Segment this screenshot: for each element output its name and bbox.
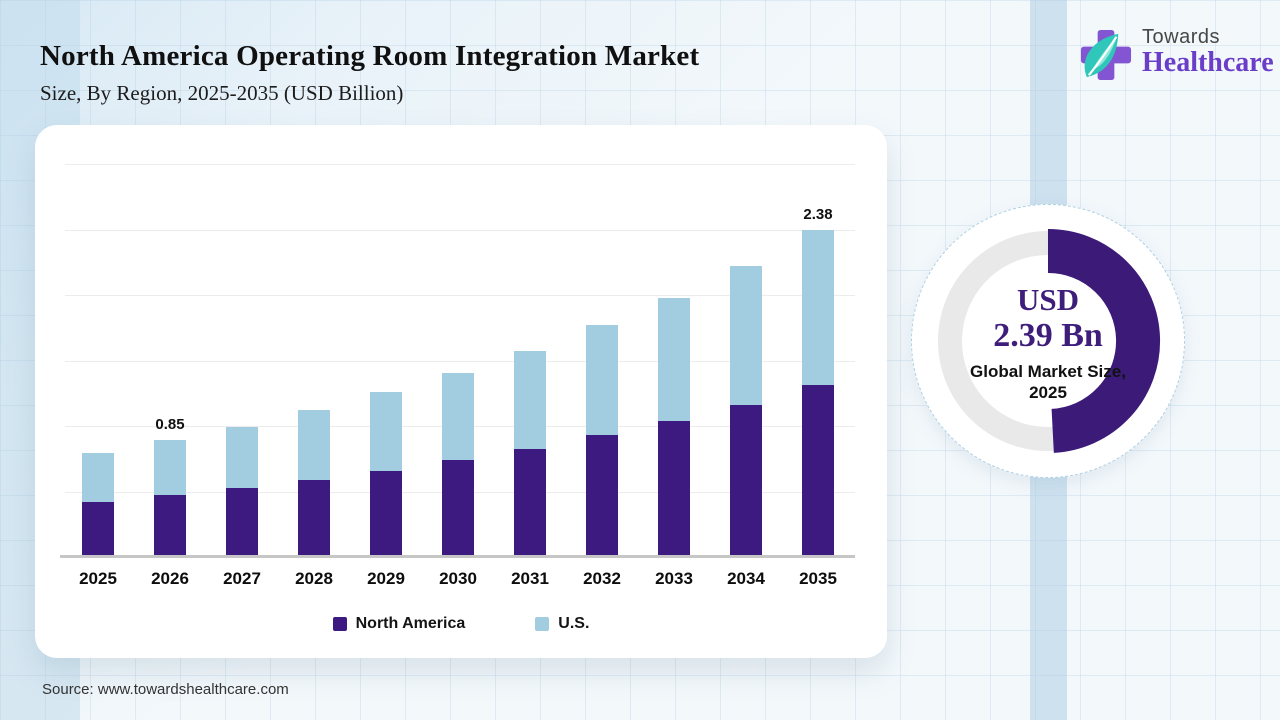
x-axis-label: 2034 bbox=[727, 569, 765, 588]
x-axis-label: 2031 bbox=[511, 569, 549, 588]
stacked-bar-2027 bbox=[226, 426, 258, 557]
stacked-bar-2025 bbox=[82, 452, 114, 557]
x-axis-line bbox=[60, 555, 855, 558]
stacked-bar-2031 bbox=[514, 351, 546, 557]
brand-logo: Towards Healthcare bbox=[1078, 27, 1274, 88]
bar-segment-north-america bbox=[226, 488, 258, 557]
donut-value-amount: 2.39 Bn bbox=[993, 317, 1103, 355]
chart-card: 0.85 2.38 2025 2026 2027 2028 2029 2030 2031 203… bbox=[35, 125, 887, 658]
bar-segment-us bbox=[298, 410, 330, 481]
legend-swatch-us bbox=[535, 617, 550, 631]
x-axis-label: 2025 bbox=[79, 569, 117, 588]
x-axis-label: 2027 bbox=[223, 569, 261, 588]
page-title: North America Operating Room Integration… bbox=[40, 40, 700, 72]
bar-segment-north-america bbox=[802, 385, 834, 557]
x-axis-labels: 2025 2026 2027 2028 2029 2030 2031 2032 2033 2034… bbox=[65, 569, 855, 593]
bar-segment-north-america bbox=[154, 495, 186, 557]
bar-segment-north-america bbox=[730, 404, 762, 557]
legend-item-us: U.S. bbox=[535, 615, 589, 633]
donut-text: USD 2.39 Bn Global Market Size, 2025 bbox=[908, 201, 1188, 481]
bar-segment-north-america bbox=[586, 434, 618, 557]
bar-segment-us bbox=[154, 440, 186, 496]
x-axis-label: 2029 bbox=[367, 569, 405, 588]
donut-caption: Global Market Size, bbox=[970, 362, 1126, 382]
bar-value-label: 2.38 bbox=[803, 206, 833, 224]
logo-towards: Towards bbox=[1142, 26, 1220, 48]
cross-leaf-icon bbox=[1078, 27, 1134, 88]
bar-segment-us bbox=[802, 230, 834, 386]
stacked-bar-2026 bbox=[154, 440, 186, 557]
bar-segment-us bbox=[658, 297, 690, 422]
stacked-bar-2034 bbox=[730, 266, 762, 557]
stacked-bar-2028 bbox=[298, 410, 330, 557]
bar-segment-us bbox=[586, 325, 618, 435]
bar-segment-north-america bbox=[514, 448, 546, 557]
header: North America Operating Room Integration… bbox=[40, 40, 699, 106]
y-gridline bbox=[65, 360, 855, 362]
x-axis-label: 2028 bbox=[295, 569, 333, 588]
chart-legend: North America U.S. bbox=[35, 615, 887, 633]
legend-swatch-north-america bbox=[332, 617, 347, 631]
stacked-bar-2033 bbox=[658, 297, 690, 557]
bar-segment-us bbox=[226, 426, 258, 489]
legend-label-us: U.S. bbox=[558, 615, 590, 632]
plot-area: 0.85 2.38 bbox=[65, 164, 855, 557]
bar-segment-us bbox=[442, 373, 474, 460]
legend-item-north-america: North America bbox=[332, 615, 466, 633]
logo-healthcare: Healthcare bbox=[1142, 47, 1274, 78]
bar-segment-north-america bbox=[658, 421, 690, 557]
bar-segment-us bbox=[514, 351, 546, 449]
bar-segment-us bbox=[370, 392, 402, 471]
page-subtitle: Size, By Region, 2025-2035 (USD Billion) bbox=[40, 81, 404, 105]
stacked-bar-2035 bbox=[802, 230, 834, 557]
bar-value-label: 0.85 bbox=[155, 416, 185, 434]
bar-segment-north-america bbox=[298, 480, 330, 557]
stacked-bar-2029 bbox=[370, 392, 402, 557]
bar-segment-north-america bbox=[442, 459, 474, 557]
donut-value-usd: USD bbox=[1016, 281, 1079, 317]
x-axis-label: 2030 bbox=[439, 569, 477, 588]
stacked-bar-2032 bbox=[586, 325, 618, 557]
donut-rings bbox=[938, 229, 1161, 453]
x-axis-label: 2026 bbox=[151, 569, 189, 588]
market-size-donut: USD 2.39 Bn Global Market Size, 2025 bbox=[908, 201, 1188, 481]
logo-wordmark: Towards Healthcare bbox=[1142, 27, 1274, 77]
bar-segment-us bbox=[730, 266, 762, 405]
donut-arc bbox=[1047, 229, 1161, 453]
bar-segment-north-america bbox=[370, 470, 402, 557]
donut-year: 2025 bbox=[1029, 383, 1067, 403]
x-axis-label: 2033 bbox=[655, 569, 693, 588]
source-note: Source: www.towardshealthcare.com bbox=[42, 681, 289, 698]
x-axis-label: 2035 bbox=[799, 569, 837, 588]
x-axis-label: 2032 bbox=[583, 569, 621, 588]
bar-segment-north-america bbox=[82, 502, 114, 557]
y-gridline bbox=[65, 295, 855, 296]
y-gridline bbox=[65, 164, 855, 165]
y-gridline bbox=[65, 229, 855, 231]
stacked-bar-2030 bbox=[442, 373, 474, 557]
bar-segment-us bbox=[82, 452, 114, 503]
legend-label-north-america: North America bbox=[355, 615, 466, 632]
